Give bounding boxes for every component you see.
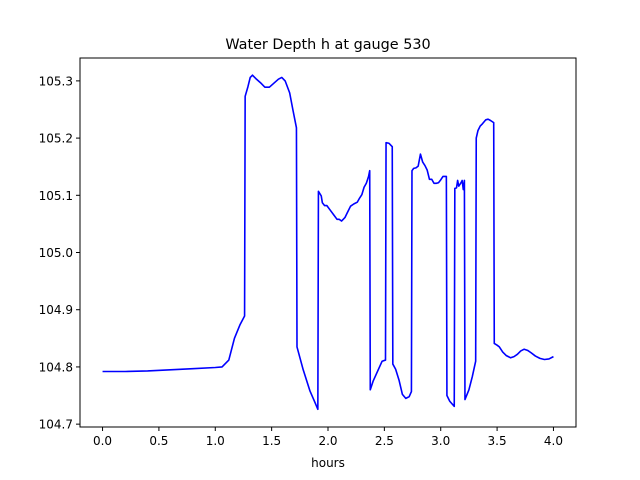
x-tick-label: 3.5 <box>488 434 507 448</box>
x-axis-ticks: 0.0 0.5 1.0 1.5 2.0 2.5 3.0 3.5 4.0 <box>93 427 563 448</box>
y-axis-ticks: 104.7 104.8 104.9 105.0 105.1 105.2 105.3 <box>39 74 80 432</box>
x-tick-label: 1.5 <box>262 434 281 448</box>
y-tick-label: 104.9 <box>39 303 73 317</box>
y-tick-label: 105.1 <box>39 189 73 203</box>
x-tick-label: 3.0 <box>431 434 450 448</box>
y-tick-label: 105.0 <box>39 246 73 260</box>
chart-title: Water Depth h at gauge 530 <box>225 37 430 53</box>
x-tick-label: 1.0 <box>206 434 225 448</box>
x-tick-label: 0.5 <box>149 434 168 448</box>
x-axis-label: hours <box>311 456 345 470</box>
x-tick-label: 0.0 <box>93 434 112 448</box>
y-tick-label: 105.2 <box>39 132 73 146</box>
x-tick-label: 2.0 <box>318 434 337 448</box>
x-tick-label: 4.0 <box>544 434 563 448</box>
series-line <box>102 74 554 411</box>
series-layer <box>102 74 554 411</box>
y-tick-label: 105.3 <box>39 74 73 88</box>
x-tick-label: 2.5 <box>375 434 394 448</box>
y-tick-label: 104.7 <box>39 418 73 432</box>
plot-area-frame <box>79 57 577 428</box>
y-tick-label: 104.8 <box>39 360 73 374</box>
